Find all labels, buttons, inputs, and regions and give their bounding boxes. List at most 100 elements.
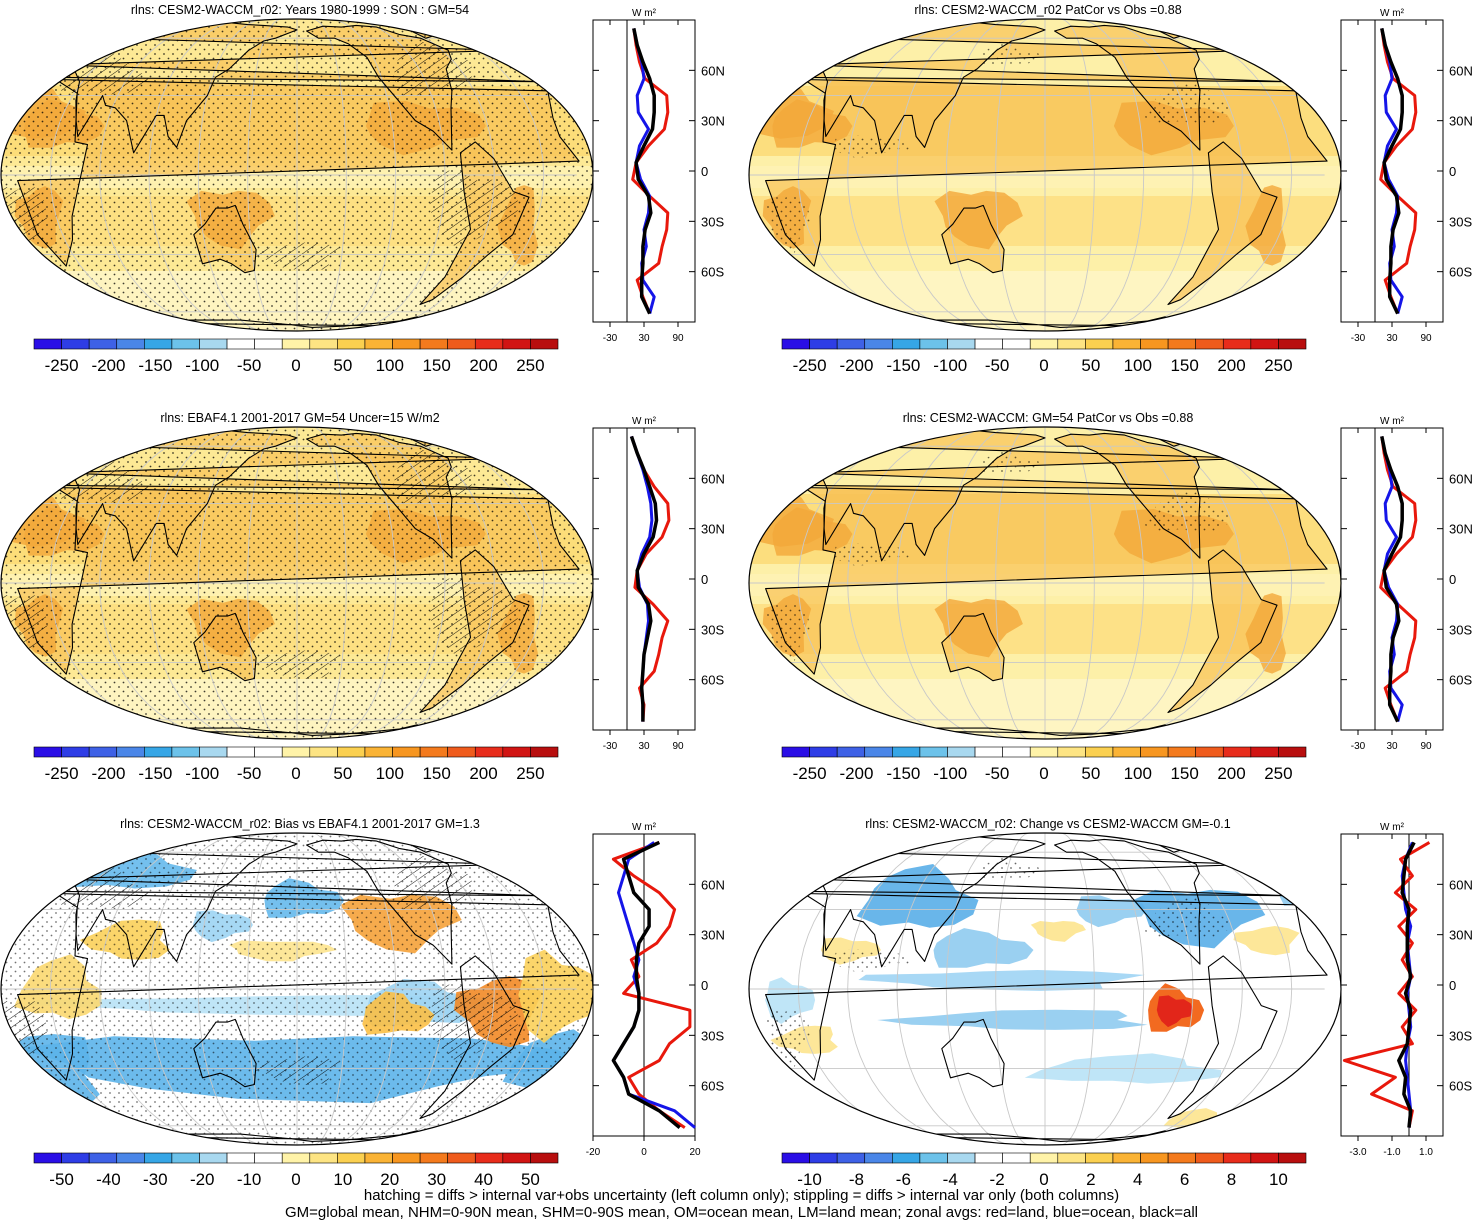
- y-tick-label: 60S: [1449, 1079, 1472, 1094]
- land-fill-greenland: [1123, 427, 1183, 447]
- colorbar-swatch: [974, 746, 1003, 758]
- y-tick-label: 30N: [1449, 522, 1473, 537]
- longitude-line: [995, 833, 1032, 1145]
- colorbar-label: 0: [291, 356, 300, 375]
- panel-title: rlns: CESM2-WACCM: GM=54 PatCor vs Obs =…: [902, 411, 1194, 425]
- y-tick-label: 60S: [1449, 265, 1472, 280]
- colorbar-label: 30: [427, 1170, 446, 1189]
- colorbar-label: -100: [185, 356, 219, 375]
- colorbar-label: 50: [333, 356, 352, 375]
- colorbar-label: 100: [1124, 764, 1152, 783]
- y-tick-label: 60N: [701, 471, 725, 486]
- longitude-line: [324, 427, 397, 739]
- longitude-line: [896, 427, 1004, 739]
- colorbar-swatch: [1029, 1152, 1059, 1164]
- series-line-all: [611, 840, 681, 1129]
- stippling: [831, 543, 912, 567]
- colorbar-swatch: [309, 746, 338, 758]
- colorbar-label: -10: [797, 1170, 822, 1189]
- colorbar: -50 -40 -30 -20 -10 0 10 20 30 40 50: [33, 1152, 559, 1189]
- colorbar-swatch: [947, 1152, 976, 1164]
- colorbar-swatch: [919, 746, 948, 758]
- colorbar-swatch: [199, 1152, 228, 1164]
- colorbar-label: 200: [1217, 356, 1245, 375]
- hatching: [254, 242, 343, 272]
- longitude-line: [148, 19, 256, 331]
- colorbar-swatch: [892, 746, 921, 758]
- colorbar-label: 0: [1039, 764, 1048, 783]
- unit-label: W m²: [632, 822, 657, 833]
- colorbar-swatch: [281, 1152, 311, 1164]
- stippling: [831, 135, 912, 159]
- colorbar-label: -200: [839, 764, 873, 783]
- colorbar-label: -200: [839, 356, 873, 375]
- colorbar: -10 -8 -6 -4 -2 0 2 4 6 8 10: [781, 1152, 1307, 1189]
- footer-line-1: hatching = diffs > internal var+obs unce…: [363, 1187, 1120, 1204]
- warm-anomaly: [1245, 593, 1286, 674]
- x-tick-label: 1.0: [1419, 1147, 1433, 1158]
- coastline-samerica: [419, 141, 530, 306]
- longitude-line: [945, 833, 1018, 1145]
- zonal-mean-plot: W m² -30 30 90 60N 30N 0 30S 60S: [592, 416, 725, 752]
- colorbar-label: -150: [138, 764, 172, 783]
- colorbar-swatch: [254, 1152, 283, 1164]
- stippling: [1143, 490, 1232, 533]
- coastline-namerica: [1054, 24, 1201, 151]
- longitude-line: [847, 833, 990, 1145]
- colorbar-swatch: [364, 1152, 393, 1164]
- colorbar-label: 150: [1170, 356, 1198, 375]
- x-tick-label: -20: [586, 1147, 601, 1158]
- colorbar-swatch: [502, 338, 531, 350]
- series-line-all: [1380, 28, 1404, 315]
- colorbar-swatch: [419, 338, 448, 350]
- series-line-all: [1397, 841, 1416, 1128]
- y-tick-label: 30S: [701, 1028, 724, 1043]
- y-tick-label: 0: [701, 978, 708, 993]
- colorbar-label: 250: [1264, 764, 1292, 783]
- coastline-samerica: [419, 549, 530, 714]
- unit-label: W m²: [1380, 8, 1405, 19]
- colorbar-swatch: [1167, 338, 1196, 350]
- stippling: [831, 949, 912, 973]
- colorbar-label: 0: [1039, 1170, 1048, 1189]
- x-tick-label: 90: [672, 333, 684, 344]
- colorbar-swatch: [836, 746, 866, 758]
- colorbar-label: -100: [933, 356, 967, 375]
- hatching: [429, 983, 520, 1063]
- hatching: [394, 40, 475, 96]
- colorbar-swatch: [836, 1152, 866, 1164]
- x-tick-label: 30: [638, 741, 650, 752]
- land-fill-samerica: [1168, 549, 1277, 713]
- colorbar: -250 -200 -150 -100 -50 0 50 100 150 200 250: [781, 338, 1307, 375]
- colorbar-swatch: [1085, 746, 1114, 758]
- colorbar-label: 0: [1039, 356, 1048, 375]
- colorbar-swatch: [1002, 746, 1031, 758]
- map: [748, 18, 1342, 332]
- y-tick-label: 60S: [701, 673, 724, 688]
- hatching: [394, 854, 475, 910]
- panel-bias: rlns: CESM2-WACCM_r02: Bias vs EBAF4.1 2…: [0, 814, 741, 1189]
- zonal-mean-plot: W m² -3.0 -1.0 1.0 60N 30N 0 30S 60S: [1340, 822, 1473, 1158]
- colorbar-label: 150: [422, 764, 450, 783]
- colorbar-label: -250: [45, 764, 79, 783]
- colorbar-label: 10: [1269, 1170, 1288, 1189]
- map-field: [749, 427, 1341, 739]
- colorbar-swatch: [447, 1152, 476, 1164]
- stippling: [981, 857, 1042, 880]
- unit-label: W m²: [1380, 416, 1405, 427]
- colorbar-label: 4: [1133, 1170, 1142, 1189]
- map-field: [749, 19, 1341, 331]
- colorbar-label: 150: [1170, 764, 1198, 783]
- positive-change-region: [1233, 926, 1300, 956]
- colorbar-swatch: [144, 338, 173, 350]
- longitude-line: [1072, 427, 1145, 739]
- coastline-samerica: [419, 955, 530, 1120]
- hatching: [394, 448, 475, 504]
- colorbar-label: -250: [45, 356, 79, 375]
- colorbar-label: 0: [291, 1170, 300, 1189]
- colorbar-swatch: [809, 746, 838, 758]
- zonal-mean-plot: W m² -30 30 90 60N 30N 0 30S 60S: [1340, 8, 1473, 344]
- x-tick-label: -30: [1351, 741, 1366, 752]
- colorbar-swatch: [61, 1152, 90, 1164]
- colorbar-label: 100: [376, 764, 404, 783]
